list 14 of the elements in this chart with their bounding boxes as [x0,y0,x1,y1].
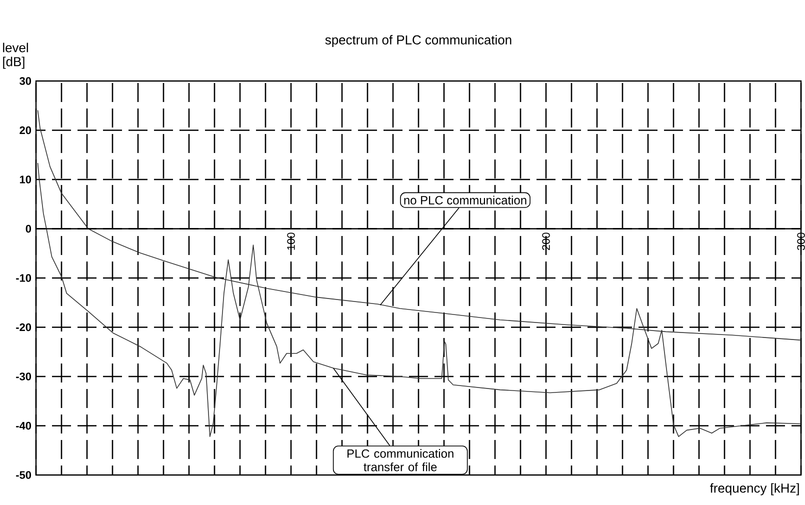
y-tick-label: -40 [16,422,32,430]
y-tick-label: -20 [16,323,32,332]
y-tick-label: -30 [16,372,32,380]
y-tick-label: 10 [20,176,32,184]
x-axis-title: frequency [kHz] [710,483,799,496]
y-tick-label: 0 [26,224,32,233]
y-tick-label: 30 [20,77,32,85]
y-tick-label: 20 [20,126,32,134]
annotation: PLC communication transfer of file [347,449,454,472]
annotation: no PLC communication [404,196,526,204]
y-axis-title: level [dB] [3,42,28,69]
y-tick-label: -50 [16,471,32,479]
chart-title: spectrum of PLC communication [325,34,512,48]
y-tick-label: -10 [16,274,32,282]
